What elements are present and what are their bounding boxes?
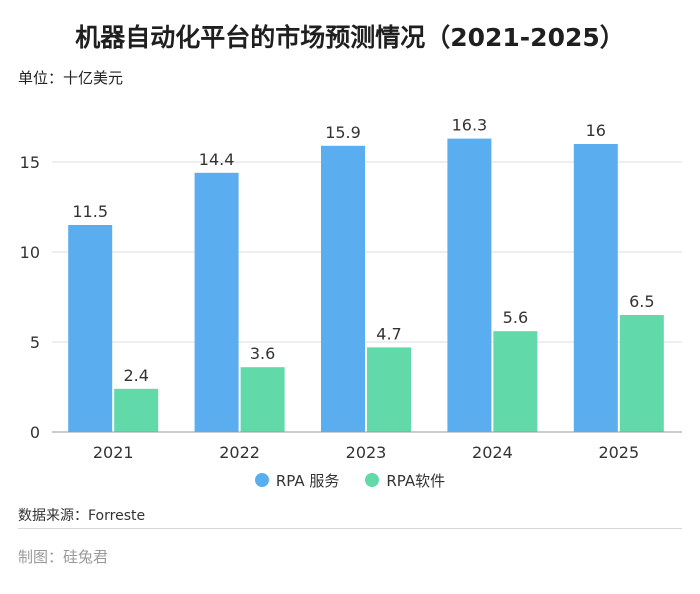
- bar-rpa-software-2025: [619, 315, 664, 432]
- bar-rpa-service-2022: [194, 172, 239, 433]
- unit-label: 单位：十亿美元: [18, 69, 124, 87]
- x-tick-label: 2022: [219, 443, 260, 462]
- bar-rpa-service-2024: [447, 138, 492, 432]
- chart-credit: 制图：硅兔君: [18, 548, 109, 566]
- legend-label-rpa-software: RPA软件: [386, 471, 446, 490]
- x-axis-ticks: 2021 2022 2023 2024 2025: [93, 443, 639, 462]
- y-tick-label: 5: [30, 333, 40, 352]
- data-label: 5.6: [503, 308, 528, 327]
- legend-item-rpa-software: RPA软件: [365, 470, 445, 491]
- x-tick-label: 2025: [598, 443, 639, 462]
- data-label: 16: [586, 121, 606, 140]
- bar-rpa-software-2023: [367, 347, 411, 432]
- data-labels: 11.5 2.4 14.4 3.6 15.9 4.7 16.3 5.6 16 6.5: [72, 116, 654, 385]
- y-tick-label: 10: [20, 243, 40, 262]
- bars: [68, 138, 664, 433]
- data-label: 14.4: [199, 150, 235, 169]
- bar-rpa-service-2021: [68, 225, 113, 432]
- y-axis-ticks: 0 5 10 15: [20, 153, 40, 442]
- legend-swatch-rpa-service: [254, 473, 269, 487]
- data-source: 数据来源：Forreste: [18, 508, 146, 524]
- bar-rpa-software-2022: [240, 367, 285, 432]
- data-label: 11.5: [72, 202, 108, 221]
- legend-swatch-rpa-software: [365, 473, 380, 487]
- bar-rpa-service-2025: [573, 144, 618, 432]
- legend-item-rpa-service: RPA 服务: [254, 470, 340, 491]
- data-label: 6.5: [629, 292, 654, 311]
- x-tick-label: 2021: [93, 443, 134, 462]
- legend-label-rpa-service: RPA 服务: [275, 471, 340, 490]
- y-tick-label: 0: [30, 423, 40, 442]
- data-label: 2.4: [123, 366, 148, 385]
- legend: RPA 服务 RPA软件: [0, 470, 700, 490]
- data-label: 15.9: [325, 123, 361, 142]
- data-label: 4.7: [376, 324, 401, 343]
- data-label: 16.3: [452, 116, 488, 135]
- footer-divider: [18, 528, 682, 529]
- y-tick-label: 15: [20, 153, 40, 172]
- x-tick-label: 2023: [346, 443, 387, 462]
- bar-rpa-service-2023: [321, 145, 365, 433]
- bar-rpa-software-2021: [114, 388, 159, 432]
- chart-title: 机器自动化平台的市场预测情况（2021-2025）: [75, 23, 625, 52]
- bar-rpa-software-2024: [493, 331, 538, 432]
- x-tick-label: 2024: [472, 443, 513, 462]
- data-label: 3.6: [250, 344, 275, 363]
